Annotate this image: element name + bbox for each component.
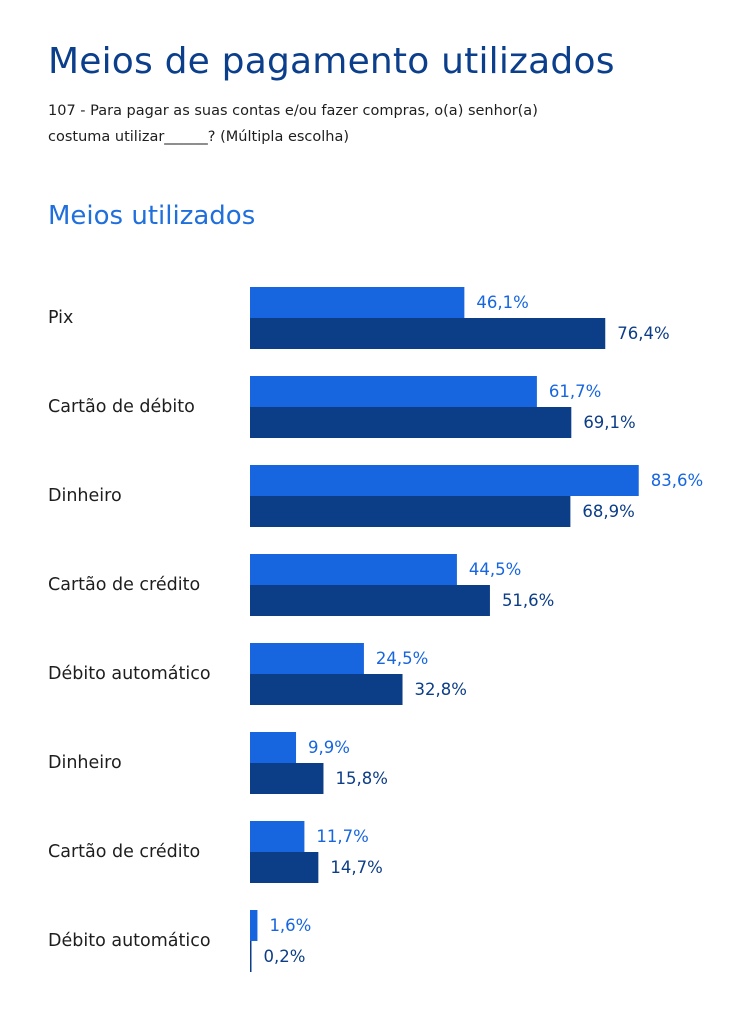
category-label: Dinheiro (48, 486, 122, 506)
page-title: Meios de pagamento utilizados (48, 41, 615, 82)
data-label-series-2: 68,9% (582, 502, 634, 521)
data-label-series-1: 46,1% (476, 293, 528, 312)
survey-question: 107 - Para pagar as suas contas e/ou faz… (48, 103, 538, 145)
data-label-series-2: 14,7% (330, 858, 382, 877)
bar-series-1 (250, 732, 297, 763)
category-label: Dinheiro (48, 753, 122, 773)
bar-series-1 (250, 643, 364, 674)
category-label: Cartão de crédito (48, 842, 200, 862)
data-label-series-2: 51,6% (502, 591, 554, 610)
bar-series-2 (250, 674, 403, 705)
category-label: Cartão de débito (48, 397, 195, 417)
category-label: Pix (48, 308, 73, 328)
data-label-series-1: 24,5% (376, 649, 428, 668)
category-label: Débito automático (48, 664, 211, 684)
data-label-series-1: 83,6% (651, 471, 703, 490)
data-label-series-2: 0,2% (264, 947, 306, 966)
bar-series-1 (250, 910, 258, 941)
category-label: Débito automático (48, 931, 211, 951)
bar-series-2 (250, 585, 490, 616)
bar-chart: Pix 46,1% 76,4% Cartão de débito 61,7% 69,1% D… (48, 287, 703, 972)
data-label-series-2: 69,1% (583, 413, 635, 432)
data-label-series-1: 61,7% (549, 382, 601, 401)
bar-series-2 (250, 941, 252, 972)
bar-series-2 (250, 496, 571, 527)
bar-series-2 (250, 407, 572, 438)
bar-series-1 (250, 821, 305, 852)
category-label: Cartão de crédito (48, 575, 200, 595)
section-title: Meios utilizados (48, 201, 256, 231)
bar-series-1 (250, 465, 639, 496)
data-label-series-1: 9,9% (308, 738, 350, 757)
data-label-series-2: 76,4% (617, 324, 669, 343)
bar-series-1 (250, 376, 537, 407)
bar-series-2 (250, 763, 324, 794)
data-label-series-2: 32,8% (415, 680, 467, 699)
bar-series-2 (250, 318, 606, 349)
data-label-series-1: 44,5% (469, 560, 521, 579)
data-label-series-1: 11,7% (316, 827, 368, 846)
bar-series-1 (250, 554, 457, 585)
bar-series-2 (250, 852, 319, 883)
data-label-series-1: 1,6% (269, 916, 311, 935)
bar-series-1 (250, 287, 465, 318)
data-label-series-2: 15,8% (335, 769, 387, 788)
